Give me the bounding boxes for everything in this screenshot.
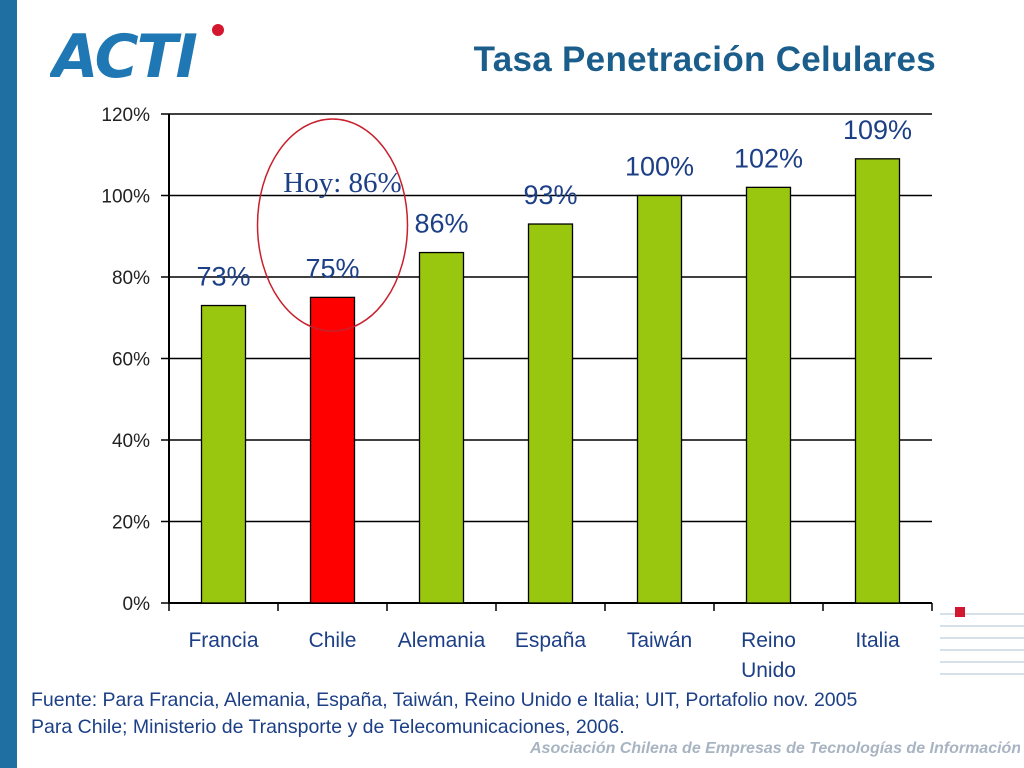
data-label: 75% bbox=[305, 253, 359, 283]
acti-logo: ACTI bbox=[50, 22, 224, 82]
corner-decoration bbox=[940, 613, 1024, 675]
source-note: Fuente: Para Francia, Alemania, España, … bbox=[17, 683, 1024, 745]
category-label: Italia bbox=[855, 629, 900, 652]
slide-left-bar bbox=[0, 0, 17, 768]
corner-red-square bbox=[955, 607, 965, 617]
category-label: Reino Unido bbox=[741, 629, 796, 682]
y-tick-label: 100% bbox=[101, 187, 150, 208]
bar bbox=[854, 158, 901, 604]
y-tick-label: 20% bbox=[112, 513, 150, 534]
footer-association-name: Asociación Chilena de Empresas de Tecnol… bbox=[530, 740, 1020, 757]
y-tick-label: 80% bbox=[112, 268, 150, 289]
data-label: 100% bbox=[625, 152, 694, 182]
bar bbox=[527, 223, 574, 604]
annotation-text: Hoy: 86% bbox=[283, 167, 401, 199]
category-label: España bbox=[515, 629, 587, 652]
source-line-1: Fuente: Para Francia, Alemania, España, … bbox=[31, 689, 858, 711]
category-label: Alemania bbox=[398, 629, 486, 652]
y-tick-label: 60% bbox=[112, 350, 150, 371]
y-tick-label: 120% bbox=[101, 105, 150, 126]
data-label: 102% bbox=[734, 143, 803, 173]
y-tick-label: 40% bbox=[112, 431, 150, 452]
bar bbox=[745, 186, 792, 604]
annotation-circle bbox=[256, 118, 409, 332]
y-tick-label: 0% bbox=[123, 594, 151, 615]
slide-title: Tasa Penetración Celulares bbox=[473, 40, 936, 79]
category-label: Francia bbox=[188, 629, 258, 652]
bar bbox=[636, 194, 683, 604]
bar bbox=[418, 251, 465, 604]
svg-text:ACTI: ACTI bbox=[50, 22, 198, 82]
category-label: Taiwán bbox=[627, 629, 692, 652]
data-label: 86% bbox=[414, 209, 468, 239]
data-label: 109% bbox=[843, 115, 912, 145]
data-label: 73% bbox=[196, 262, 250, 292]
category-label: Chile bbox=[309, 629, 357, 652]
bar bbox=[309, 296, 356, 604]
data-label: 93% bbox=[523, 180, 577, 210]
source-line-2: Para Chile; Ministerio de Transporte y d… bbox=[31, 716, 625, 738]
bar bbox=[200, 304, 247, 604]
